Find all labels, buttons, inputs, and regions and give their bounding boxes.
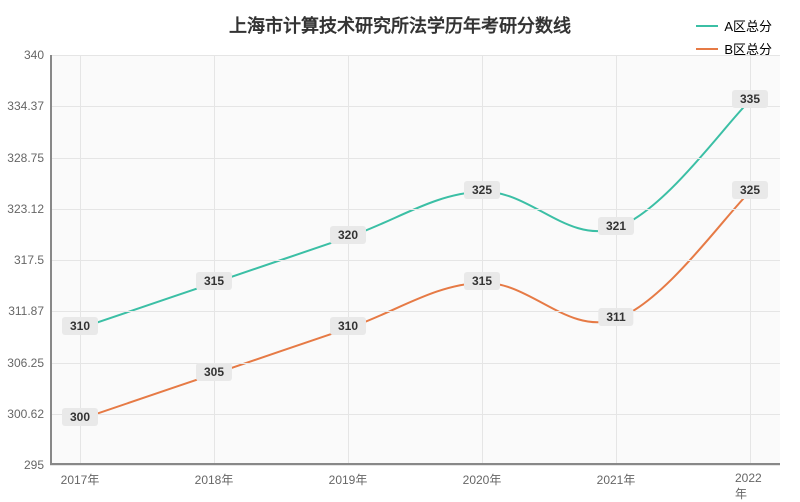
y-tick-label: 323.12	[7, 202, 44, 216]
chart-title: 上海市计算技术研究所法学历年考研分数线	[0, 12, 800, 38]
gridline-v	[80, 55, 81, 465]
x-tick-label: 2018年	[195, 471, 234, 488]
series-line	[80, 192, 750, 420]
gridline-h	[50, 209, 780, 210]
data-label: 305	[196, 363, 232, 381]
legend-swatch-a	[696, 25, 718, 27]
gridline-h	[50, 260, 780, 261]
y-tick-label: 328.75	[7, 151, 44, 165]
legend-swatch-b	[696, 48, 718, 50]
y-tick-label: 300.62	[7, 407, 44, 421]
x-tick-label: 2019年	[329, 471, 368, 488]
y-tick-label: 295	[24, 458, 44, 472]
y-tick-label: 317.5	[14, 253, 44, 267]
x-tick-label: 2017年	[61, 471, 100, 488]
y-axis	[50, 55, 52, 465]
chart-container: 上海市计算技术研究所法学历年考研分数线 A区总分 B区总分 295300.623…	[0, 0, 800, 500]
data-label: 310	[330, 317, 366, 335]
data-label: 325	[732, 181, 768, 199]
data-label: 335	[732, 90, 768, 108]
series-line	[80, 101, 750, 329]
gridline-h	[50, 158, 780, 159]
gridline-v	[348, 55, 349, 465]
legend-label-a: A区总分	[724, 16, 772, 35]
gridline-h	[50, 311, 780, 312]
data-label: 310	[62, 317, 98, 335]
y-tick-label: 306.25	[7, 356, 44, 370]
y-tick-label: 311.87	[8, 304, 44, 318]
x-tick-label: 2021年	[597, 471, 636, 488]
gridline-h	[50, 414, 780, 415]
gridline-v	[750, 55, 751, 465]
data-label: 300	[62, 408, 98, 426]
data-label: 311	[598, 308, 633, 326]
data-label: 325	[464, 181, 500, 199]
gridline-v	[214, 55, 215, 465]
legend-item-a: A区总分	[696, 16, 772, 35]
gridline-v	[616, 55, 617, 465]
data-label: 321	[598, 217, 634, 235]
data-label: 315	[196, 272, 232, 290]
gridline-v	[482, 55, 483, 465]
x-tick-label: 2022年	[735, 471, 765, 502]
plot-area: 295300.62306.25311.87317.5323.12328.7533…	[50, 55, 780, 465]
gridline-h	[50, 106, 780, 107]
data-label: 315	[464, 272, 500, 290]
gridline-h	[50, 363, 780, 364]
x-axis	[50, 463, 780, 465]
y-tick-label: 334.37	[7, 99, 44, 113]
x-tick-label: 2020年	[463, 471, 502, 488]
y-tick-label: 340	[24, 48, 44, 62]
gridline-h	[50, 465, 780, 466]
data-label: 320	[330, 226, 366, 244]
gridline-h	[50, 55, 780, 56]
